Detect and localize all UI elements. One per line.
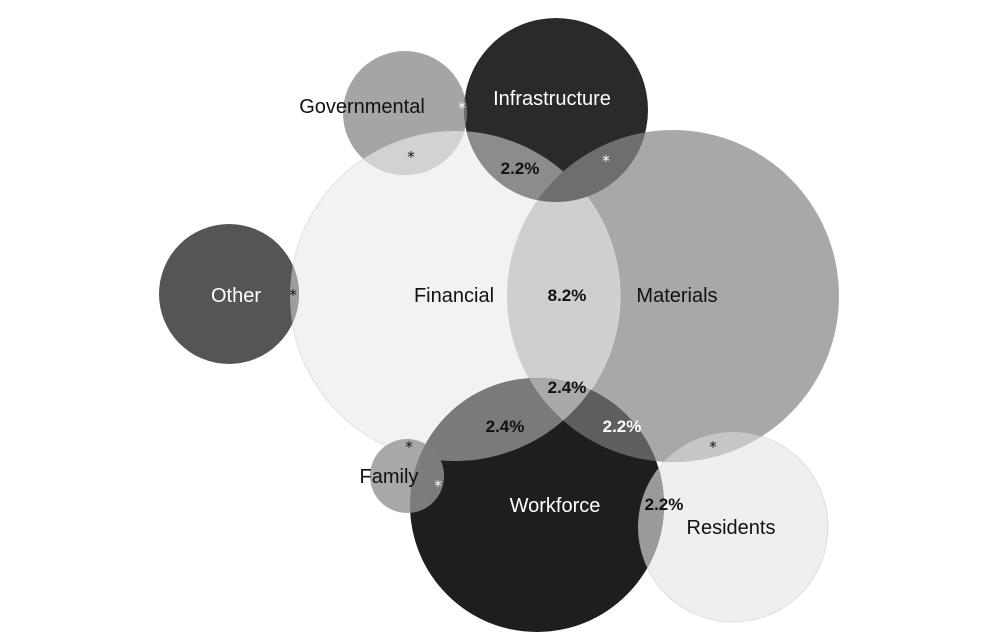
overlap-materials-workforce [507,378,664,462]
overlap-workforce-family [410,439,444,513]
value-financial-infrastructure: 2.2% [501,159,540,178]
overlap-financial-materials [507,131,620,461]
marker-financial-other: * [289,286,297,304]
label-materials: Materials [636,285,717,307]
circle-other [159,224,299,364]
value-financial-workforce: 2.4% [486,417,525,436]
marker-governmental-infrastructure: * [458,99,466,117]
label-other: Other [211,285,261,307]
marker-workforce-family: * [434,477,442,495]
label-workforce: Workforce [510,495,601,517]
marker-materials-residents: * [709,438,717,456]
label-residents: Residents [687,517,776,539]
label-family: Family [360,466,419,488]
marker-financial-governmental: * [407,148,415,166]
value-workforce-residents: 2.2% [645,495,684,514]
marker-financial-family: * [405,438,413,456]
label-infrastructure: Infrastructure [493,88,611,110]
value-materials-workforce: 2.2% [603,417,642,436]
label-governmental: Governmental [299,96,425,118]
value-financial-materials: 8.2% [548,286,587,305]
label-financial: Financial [414,285,494,307]
value-financial-materials-workforce: 2.4% [548,378,587,397]
marker-materials-infrastructure: * [602,152,610,170]
